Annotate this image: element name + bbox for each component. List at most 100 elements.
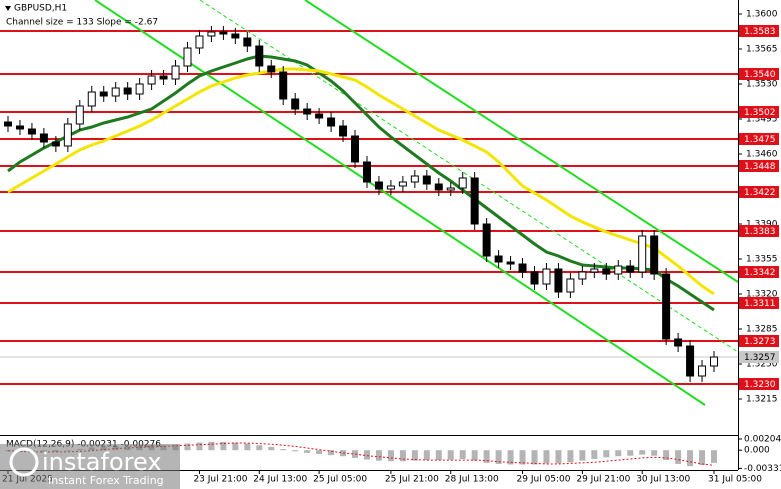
candle-body [315, 113, 324, 119]
candle-body [4, 121, 12, 127]
level-label-bg [739, 160, 779, 172]
candle-body [614, 265, 623, 275]
macd-bar [615, 450, 622, 457]
macd-bar [711, 450, 717, 463]
candle-body [255, 45, 264, 67]
macd-bar [280, 449, 287, 451]
level-label: 1.3448 [744, 162, 776, 172]
symbol-marker [5, 6, 11, 11]
level-label: 1.3273 [744, 337, 776, 347]
macd-bar [196, 442, 203, 451]
candle-body [195, 35, 204, 49]
candle-body [75, 105, 84, 125]
watermark-tagline: Instant Forex Trading [48, 474, 164, 487]
macd-bar [651, 450, 658, 456]
candle-body [590, 268, 599, 273]
level-label: 1.3383 [744, 227, 776, 237]
y-tick-label: 1.3215 [746, 395, 778, 405]
x-tick-label: 25 Jul 05:00 [313, 475, 367, 485]
candle-body [15, 125, 24, 130]
candle-body [662, 273, 671, 340]
candle-body [231, 33, 240, 39]
macd-bar [423, 450, 430, 461]
level-label: 1.3540 [744, 70, 776, 80]
candle-body [458, 177, 467, 189]
macd-bar [244, 443, 251, 451]
x-tick-label: 29 Jul 05:00 [517, 475, 571, 485]
moving-average [7, 54, 715, 312]
candle-body [638, 235, 647, 273]
macd-bar [256, 445, 263, 451]
candle-body [374, 181, 383, 190]
macd-bar [507, 450, 514, 465]
candle-body [398, 181, 407, 187]
macd-bar [663, 450, 670, 461]
level-label: 1.3502 [744, 108, 776, 118]
macd-bar [699, 450, 706, 466]
candle-body [243, 37, 252, 47]
candle-body [434, 183, 443, 191]
macd-bar [184, 443, 191, 451]
y-tick-label: 1.3355 [746, 255, 778, 265]
candle-body [626, 265, 635, 273]
candle-body [710, 356, 718, 367]
macd-bar [555, 450, 562, 464]
x-tick-label: 25 Jul 21:00 [385, 475, 439, 485]
candle-body [482, 223, 491, 257]
candle-body [506, 261, 515, 265]
candle-body [159, 75, 168, 80]
candle-body [530, 271, 539, 285]
level-label: 1.3230 [744, 380, 776, 390]
candle-body [674, 338, 683, 347]
macd-tick-label: 0.000 [744, 446, 770, 456]
candle-body [123, 87, 132, 95]
level-label-bg [739, 225, 779, 237]
channel-upper [304, 0, 739, 283]
y-tick-label: 1.3390 [746, 220, 778, 230]
macd-bar [543, 450, 550, 464]
level-label-bg [739, 378, 779, 390]
candle-body [99, 91, 108, 97]
moving-average [7, 67, 715, 296]
y-tick-label: 1.3320 [746, 290, 778, 300]
candle-body [554, 268, 563, 293]
watermark-logo [9, 447, 39, 477]
macd-bar [471, 450, 478, 461]
candle-body [303, 108, 312, 115]
macd-bar [483, 450, 490, 463]
y-tick-label: 1.3565 [746, 45, 778, 55]
chart-subtitle: Channel size = 133 Slope = -2.67 [6, 18, 158, 28]
macd-bar [352, 450, 359, 458]
marks: 1.36001.35651.35301.34951.34601.33901.33… [2, 10, 781, 485]
candle-body [686, 345, 695, 377]
plot-area [0, 30, 738, 385]
x-tick-label: 30 Jul 13:00 [636, 475, 690, 485]
candle-body [39, 133, 48, 143]
macd-bar [447, 450, 454, 460]
level-label-bg [739, 335, 779, 347]
macd-bar [579, 450, 586, 461]
x-tick-label: 28 Jul 13:00 [445, 475, 499, 485]
watermark-brand: instaforex [42, 448, 162, 476]
candle-body [327, 117, 336, 127]
candle-body [219, 31, 228, 35]
macd-bar [411, 450, 418, 461]
candle-body [267, 65, 276, 73]
candle-body [566, 278, 575, 293]
candle-body [494, 255, 503, 263]
macd-bar [208, 441, 215, 451]
level-label: 1.3583 [744, 27, 776, 37]
macd-bar [268, 446, 275, 451]
candle-body [87, 91, 96, 107]
candle-body [518, 263, 527, 273]
macd-bar [387, 450, 394, 462]
level-label: 1.3311 [744, 299, 776, 309]
macd-bar [603, 450, 610, 458]
macd-tick-label: -0.00331 [744, 464, 781, 474]
macd-bar [687, 450, 694, 467]
candle-body [422, 175, 431, 185]
macd-bar [232, 442, 239, 451]
level-label-bg [739, 68, 779, 80]
y-tick-label: 1.3495 [746, 115, 778, 125]
candle-body [63, 123, 72, 147]
